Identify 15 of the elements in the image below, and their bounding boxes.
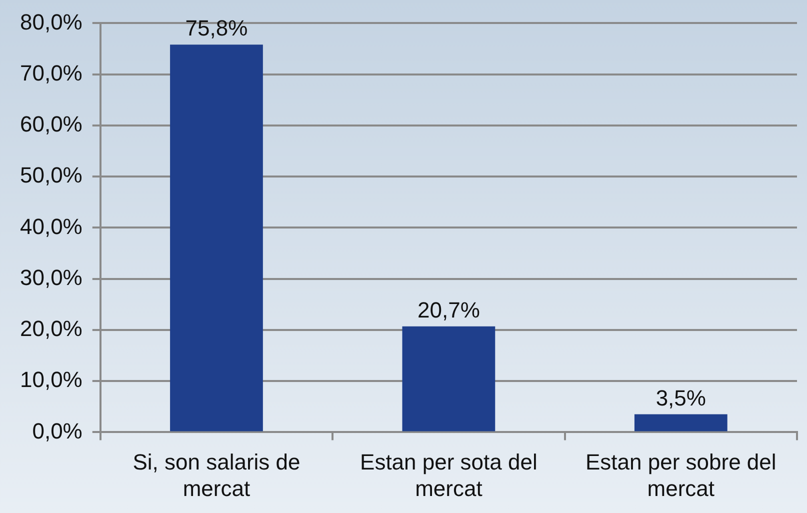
x-tick-label: Estan per sota del mercat	[360, 449, 538, 501]
y-tick-label: 10,0%	[20, 367, 82, 392]
y-tick-label: 70,0%	[20, 60, 82, 86]
data-label: 3,5%	[656, 385, 706, 410]
y-tick-label: 80,0%	[20, 9, 82, 34]
y-tick-label: 50,0%	[20, 162, 82, 188]
y-tick-label: 40,0%	[20, 214, 82, 239]
y-tick-label: 0,0%	[32, 418, 82, 444]
data-label: 20,7%	[417, 297, 480, 322]
y-tick-label: 30,0%	[20, 264, 82, 290]
x-tick-label: Estan per sobre del mercat	[586, 449, 776, 501]
y-tick-label: 60,0%	[20, 112, 82, 137]
y-tick-label: 20,0%	[20, 316, 82, 342]
data-label: 75,8%	[185, 16, 248, 41]
x-tick-label: Si, son salaris de mercat	[132, 449, 300, 501]
